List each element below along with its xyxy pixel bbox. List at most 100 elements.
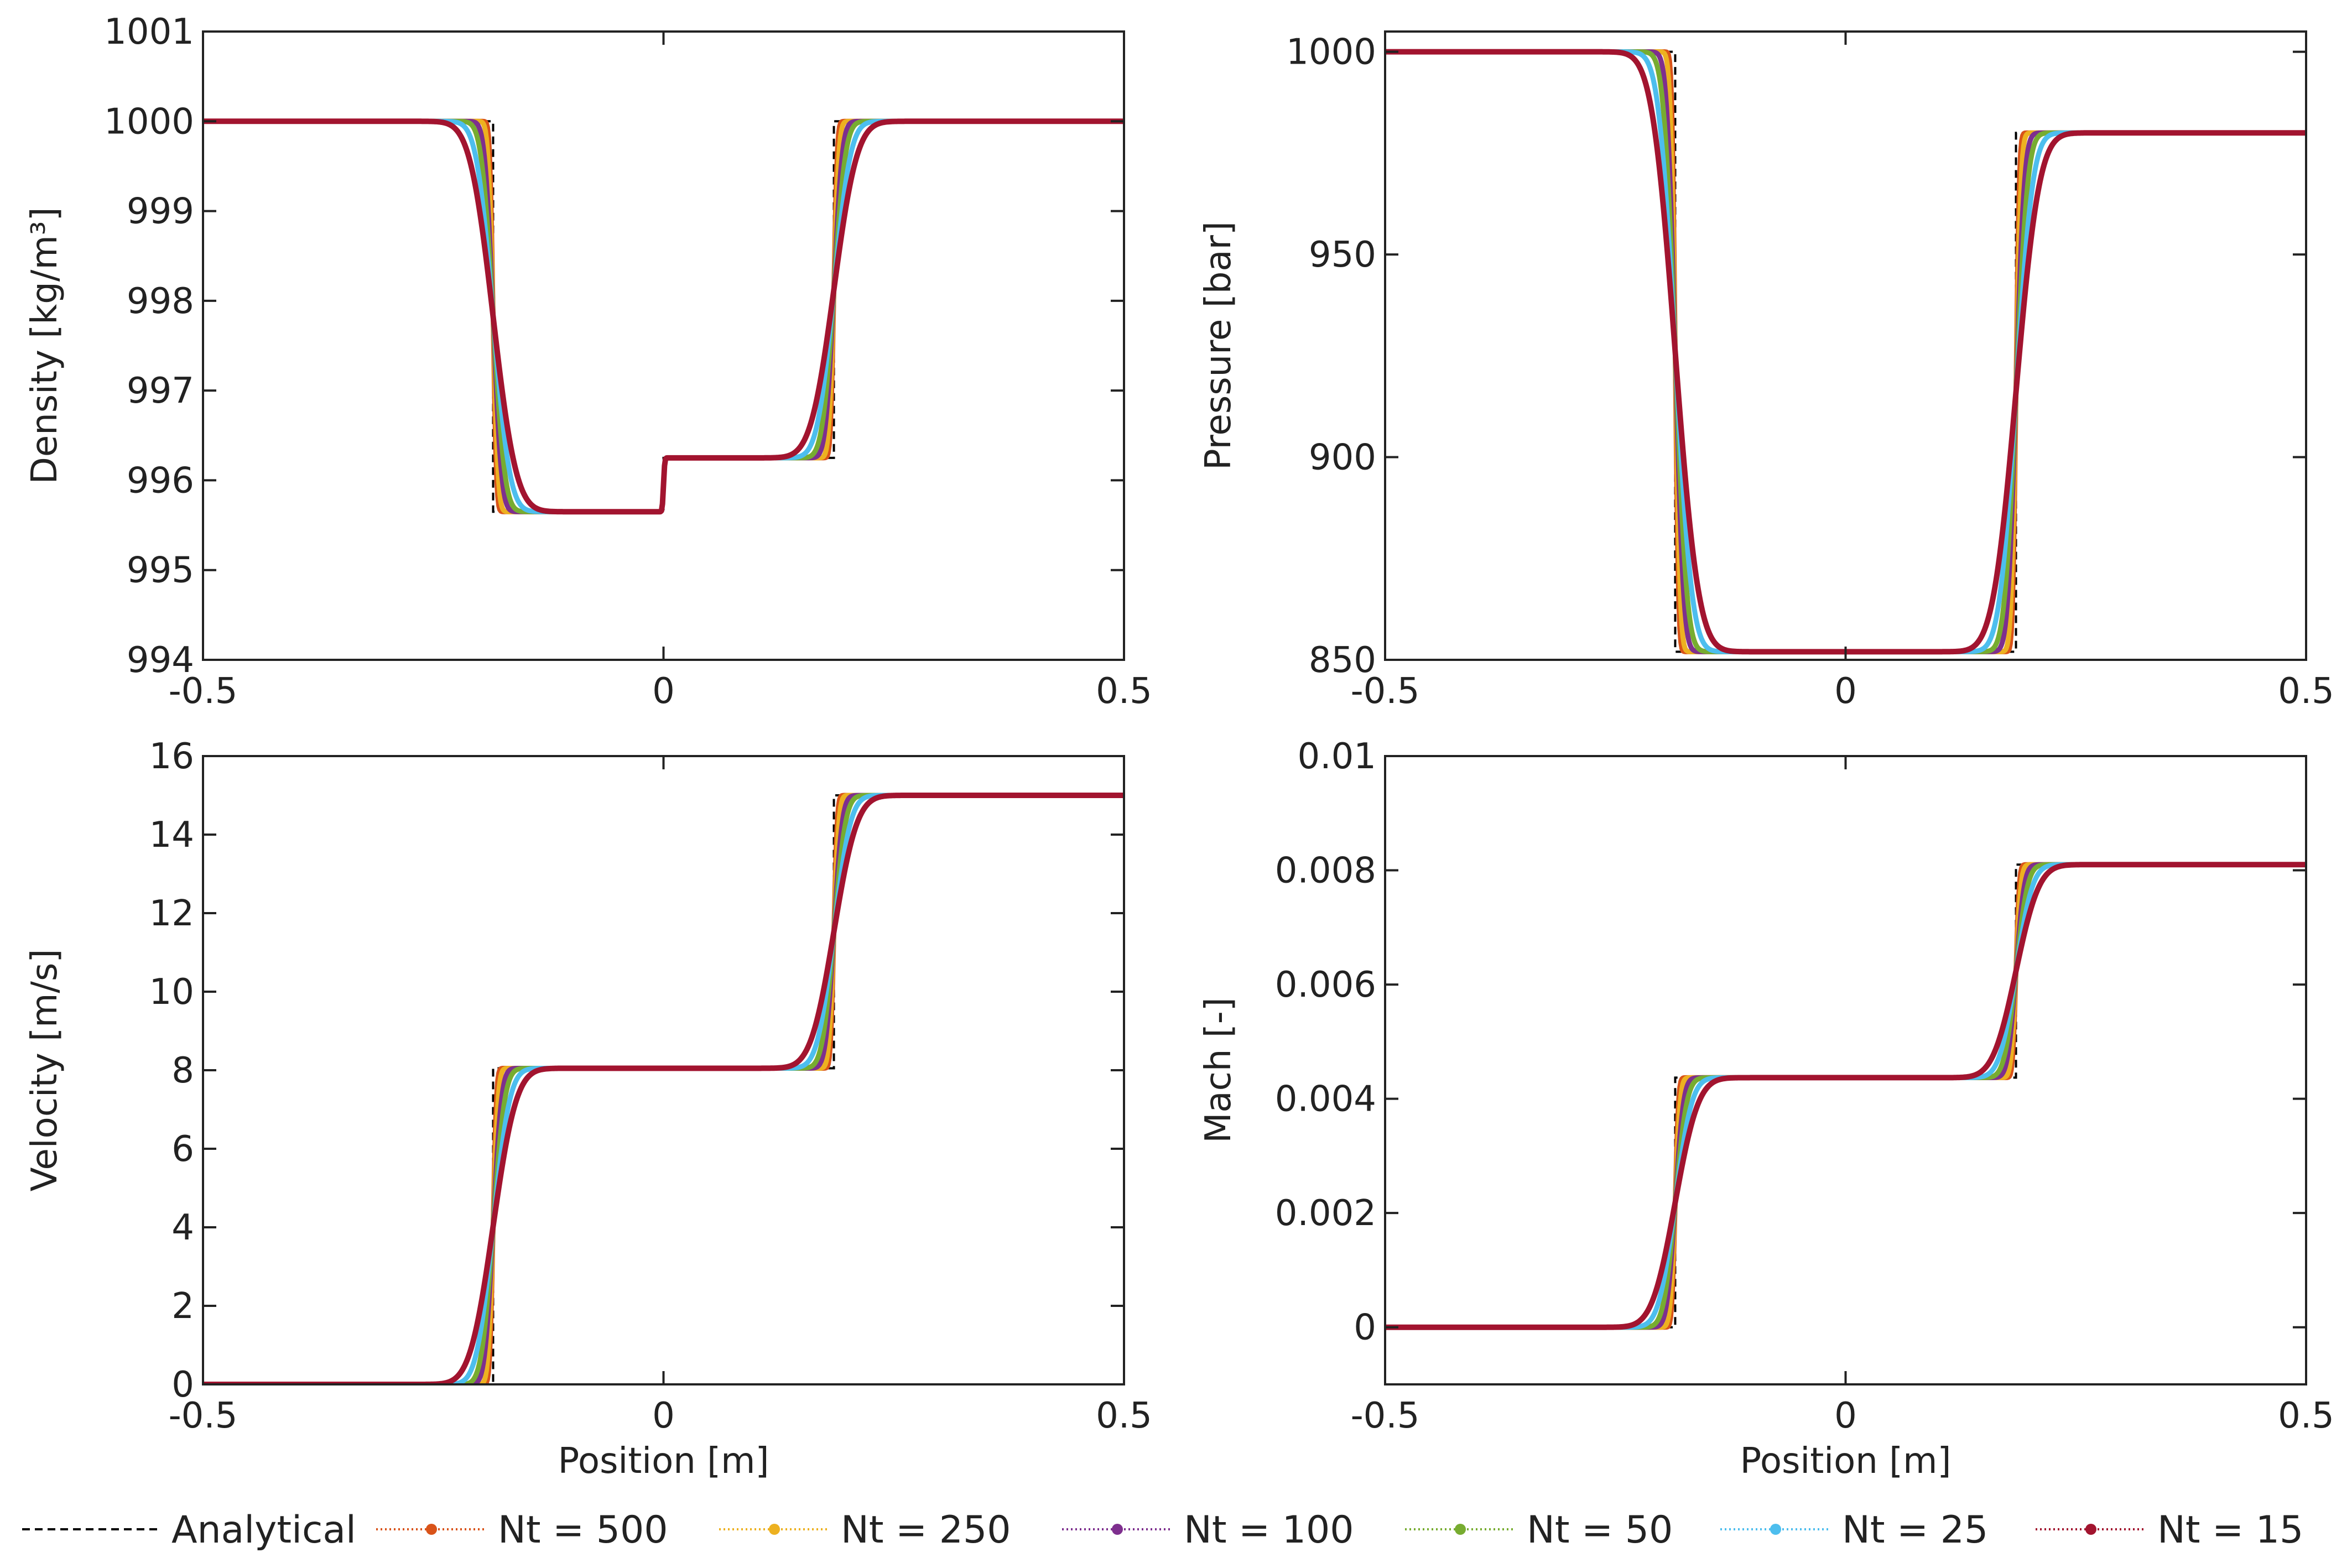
- velocity-ytick-label: 8: [171, 1050, 194, 1091]
- velocity-line-5: [203, 793, 1124, 1384]
- density-line-4: [203, 118, 1124, 514]
- density-axes-frame: [202, 30, 1125, 661]
- velocity-xtick-label: 0.5: [1096, 1395, 1152, 1436]
- density-ytick-label: 997: [127, 371, 194, 411]
- velocity-ytick-label: 2: [171, 1286, 194, 1327]
- density-line-2: [203, 118, 1124, 514]
- pressure-xtick-label: 0: [1834, 671, 1857, 712]
- velocity-xtick-label: -0.5: [169, 1395, 238, 1436]
- legend-item: Nt = 500: [376, 1508, 668, 1552]
- velocity-line-2: [203, 793, 1124, 1384]
- mach-ylabel: Mach [-]: [1198, 997, 1239, 1143]
- legend-item: Analytical: [22, 1508, 356, 1552]
- mach-line-4: [1385, 862, 2306, 1330]
- pressure-line-3: [1385, 49, 2306, 654]
- mach-xtick-label: 0: [1834, 1395, 1857, 1436]
- velocity-ytick-label: 4: [171, 1207, 194, 1248]
- legend-marker: [426, 1524, 437, 1535]
- legend-item: Nt = 100: [1062, 1508, 1354, 1552]
- mach-xtick-label: -0.5: [1351, 1395, 1420, 1436]
- pressure-line-5: [1385, 49, 2306, 654]
- pressure-xtick-label: 0.5: [2278, 671, 2334, 712]
- mach-ytick-label: 0.01: [1298, 736, 1377, 777]
- legend-marker: [1112, 1524, 1123, 1535]
- legend-marker: [769, 1524, 780, 1535]
- density-ylabel: Density [kg/m³]: [24, 207, 65, 485]
- legend-label: Nt = 100: [1184, 1508, 1354, 1552]
- velocity-xlabel: Position [m]: [558, 1441, 769, 1482]
- mach-line-5: [1385, 862, 2306, 1330]
- pressure-xtick-label: -0.5: [1351, 671, 1420, 712]
- density-chart: 994 995 996 997 998 999 1000 1001 -0.5 0 0.5 Densit…: [24, 12, 1152, 712]
- pressure-line-6: [1385, 49, 2306, 655]
- velocity-ytick-label: 16: [149, 736, 194, 777]
- pressure-ytick-label: 850: [1309, 640, 1376, 681]
- density-ytick-label: 1000: [104, 101, 194, 142]
- density-line-5: [203, 118, 1124, 514]
- mach-line-0: [1385, 863, 2306, 1329]
- legend-marker: [1770, 1524, 1781, 1535]
- mach-series: [1385, 862, 2306, 1330]
- legend: Analytical Nt = 500 Nt = 250 Nt = 100 Nt = 5…: [22, 1508, 2303, 1552]
- density-ytick-label: 999: [127, 191, 194, 232]
- pressure-axes-frame: [1384, 30, 2307, 661]
- velocity-line-3: [203, 793, 1124, 1384]
- mach-line-1: [1385, 862, 2306, 1330]
- velocity-ytick-label: 6: [171, 1129, 194, 1170]
- density-ytick-label: 994: [127, 640, 194, 681]
- legend-label: Nt = 500: [498, 1508, 668, 1552]
- velocity-series: [203, 793, 1124, 1384]
- velocity-line-0: [203, 794, 1124, 1384]
- legend-label: Nt = 50: [1527, 1508, 1673, 1552]
- density-ytick-label: 996: [127, 460, 194, 501]
- density-xtick-label: -0.5: [169, 671, 238, 712]
- legend-marker: [1455, 1524, 1466, 1535]
- pressure-ylabel: Pressure [bar]: [1198, 221, 1239, 470]
- velocity-ytick-label: 10: [149, 972, 194, 1013]
- legend-label: Nt = 25: [1842, 1508, 1988, 1552]
- density-xtick-label: 0: [652, 671, 675, 712]
- mach-line-3: [1385, 862, 2306, 1330]
- pressure-ytick-label: 1000: [1286, 32, 1376, 73]
- mach-axes-frame: [1384, 755, 2307, 1385]
- density-ytick-label: 995: [127, 550, 194, 591]
- density-xtick-label: 0.5: [1096, 671, 1152, 712]
- velocity-line-6: [203, 793, 1124, 1384]
- pressure-line-2: [1385, 49, 2306, 654]
- pressure-ytick-label: 900: [1309, 437, 1376, 478]
- density-ytick-label: 998: [127, 281, 194, 322]
- velocity-ylabel: Velocity [m/s]: [24, 949, 65, 1192]
- legend-label: Analytical: [171, 1508, 356, 1552]
- pressure-line-1: [1385, 49, 2306, 654]
- velocity-ytick-label: 0: [171, 1364, 194, 1405]
- density-line-1: [203, 118, 1124, 514]
- pressure-ytick-label: 950: [1309, 235, 1376, 275]
- mach-ytick-label: 0.008: [1275, 851, 1376, 892]
- pressure-chart: 850 900 950 1000 -0.5 0 0.5 Pressure [bar]: [1198, 30, 2334, 712]
- mach-ytick-label: 0.006: [1275, 965, 1376, 1006]
- density-ytick-label: 1001: [104, 12, 194, 53]
- pressure-series: [1385, 49, 2306, 655]
- velocity-ytick-label: 14: [149, 815, 194, 856]
- legend-item: Nt = 15: [2036, 1508, 2303, 1552]
- velocity-ytick-label: 12: [149, 893, 194, 934]
- legend-item: Nt = 250: [719, 1508, 1011, 1552]
- density-line-0: [203, 120, 1124, 513]
- legend-item: Nt = 25: [1720, 1508, 1988, 1552]
- density-line-6: [203, 118, 1124, 515]
- mach-line-2: [1385, 862, 2306, 1330]
- velocity-xtick-label: 0: [652, 1395, 675, 1436]
- density-series: [203, 118, 1124, 515]
- velocity-line-4: [203, 793, 1124, 1384]
- density-line-3: [203, 118, 1124, 514]
- mach-ytick-label: 0.004: [1275, 1079, 1376, 1120]
- legend-item: Nt = 50: [1405, 1508, 1673, 1552]
- pressure-line-4: [1385, 49, 2306, 654]
- mach-ytick-label: 0.002: [1275, 1193, 1376, 1234]
- mach-line-6: [1385, 862, 2306, 1330]
- mach-ytick-label: 0: [1354, 1307, 1376, 1348]
- mach-xtick-label: 0.5: [2278, 1395, 2334, 1436]
- legend-marker: [2085, 1524, 2096, 1535]
